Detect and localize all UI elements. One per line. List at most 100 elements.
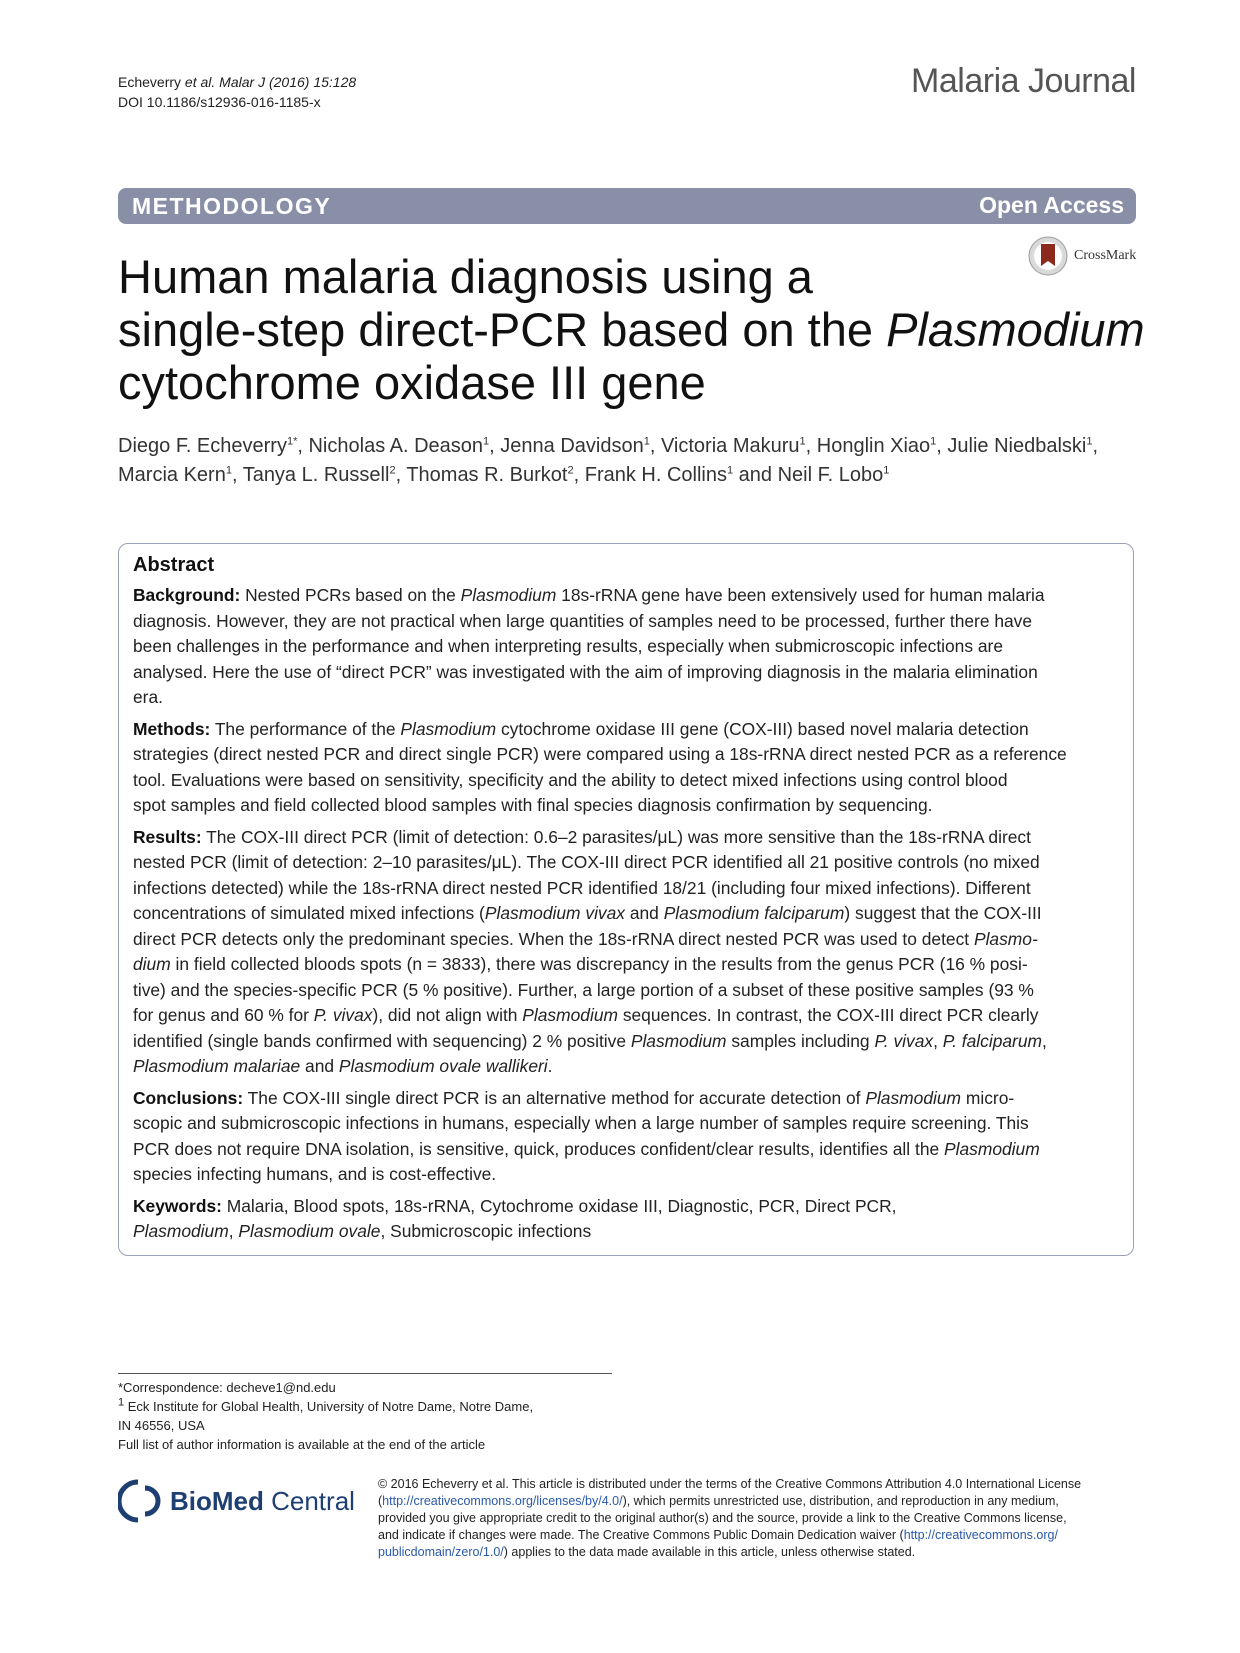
- abstract-text: direct PCR detects only the predominant …: [133, 928, 974, 949]
- abstract-text: Nested PCRs based on the: [240, 585, 461, 605]
- footnotes: *Correspondence: decheve1@nd.edu 1 Eck I…: [118, 1378, 533, 1454]
- license-line: and indicate if changes were made. The C…: [378, 1527, 1081, 1544]
- italic-term: Plasmodium falciparum: [663, 903, 845, 923]
- affiliation-note: 1 Eck Institute for Global Health, Unive…: [118, 1397, 533, 1416]
- publisher-name-bold: BioMed: [170, 1485, 264, 1516]
- italic-term: Plasmodium: [522, 1005, 618, 1025]
- abstract-results: Results: The COX-III direct PCR (limit o…: [133, 825, 1123, 1080]
- abstract-line: direct PCR detects only the predominant …: [133, 927, 1123, 953]
- abstract-text: ), did not align with: [372, 1005, 523, 1025]
- abstract-text: nested PCR (limit of detection: 2–10 par…: [133, 852, 1040, 872]
- italic-term: Plasmodium: [865, 1087, 962, 1108]
- crossmark-label: CrossMark: [1074, 248, 1137, 263]
- affiliation-mark: 1: [643, 435, 650, 448]
- abstract-text: The COX-III single direct PCR is an alte…: [243, 1087, 866, 1108]
- abstract-line: diagnosis. However, they are not practic…: [133, 609, 1123, 635]
- author-name[interactable]: , Tanya L. Russell: [231, 464, 390, 486]
- italic-term: Plasmodium: [944, 1138, 1040, 1159]
- affiliation-mark: 1: [118, 1396, 125, 1409]
- abstract-text: The COX-III direct PCR (limit of detecti…: [201, 826, 1031, 847]
- italic-term: dium: [133, 954, 171, 974]
- affiliation-mark: 2: [389, 464, 396, 477]
- author-name[interactable]: , Julie Niedbalski: [936, 435, 1087, 457]
- affiliation-mark: 1*: [286, 435, 298, 448]
- abstract-text: and: [625, 903, 664, 923]
- author-name[interactable]: , Honglin Xiao: [805, 435, 931, 457]
- abstract-text: analysed. Here the use of “direct PCR” w…: [133, 661, 1038, 682]
- abstract-text: spot samples and field collected blood s…: [133, 795, 933, 815]
- abstract-conclusions: Conclusions: The COX-III single direct P…: [133, 1086, 1123, 1188]
- author-name[interactable]: Marcia Kern: [118, 464, 226, 486]
- license-text: ), which permits unrestricted use, distr…: [622, 1494, 1059, 1508]
- abstract-methods: Methods: The performance of the Plasmodi…: [133, 717, 1123, 819]
- title-line: Human malaria diagnosis using a: [118, 250, 813, 303]
- abstract-text: 18s-rRNA gene have been extensively used…: [556, 585, 1045, 605]
- section-label: Methods:: [133, 718, 211, 739]
- article-title: Human malaria diagnosis using a single-s…: [118, 250, 1145, 409]
- italic-term: P. falciparum: [942, 1030, 1043, 1051]
- title-text: single-step direct-PCR based on the: [118, 303, 887, 356]
- section-label: Keywords:: [133, 1195, 222, 1216]
- article-type-label: METHODOLOGY: [132, 193, 332, 219]
- abstract-text: micro-: [961, 1087, 1015, 1108]
- abstract-line: scopic and submicroscopic infections in …: [133, 1111, 1123, 1137]
- waiver-link[interactable]: publicdomain/zero/1.0/: [378, 1545, 504, 1559]
- title-italic: Plasmodium: [886, 303, 1145, 356]
- abstract-text: infections detected) while the 18s-rRNA …: [133, 877, 1031, 898]
- license-line: © 2016 Echeverry et al. This article is …: [378, 1477, 1082, 1491]
- author-separator: ,: [1092, 435, 1099, 457]
- waiver-link[interactable]: http://creativecommons.org/: [903, 1528, 1058, 1542]
- abstract-text: ,: [1042, 1030, 1047, 1051]
- crossmark-icon: [1028, 236, 1068, 276]
- affiliation-mark: 1: [726, 464, 734, 477]
- abstract-line: Plasmodium, Plasmodium ovale, Submicrosc…: [133, 1219, 1123, 1245]
- affiliation-mark: 1: [799, 435, 806, 448]
- italic-term: Plasmodium ovale wallikeri: [338, 1056, 548, 1076]
- affiliation-mark: 1: [483, 435, 490, 448]
- license-text: and indicate if changes were made. The C…: [378, 1528, 904, 1542]
- license-line: (http://creativecommons.org/licenses/by/…: [378, 1493, 1081, 1510]
- license-statement: © 2016 Echeverry et al. This article is …: [378, 1476, 1081, 1561]
- abstract-line: Methods: The performance of the Plasmodi…: [133, 717, 1123, 743]
- affiliation-mark: 2: [567, 464, 574, 477]
- abstract-line: concentrations of simulated mixed infect…: [133, 901, 1123, 927]
- correspondence-note[interactable]: *Correspondence: decheve1@nd.edu: [118, 1380, 336, 1395]
- open-access-label[interactable]: Open Access: [979, 192, 1124, 218]
- abstract-text: PCR does not require DNA isolation, is s…: [133, 1138, 944, 1159]
- italic-term: P. vivax: [874, 1030, 934, 1051]
- author-name[interactable]: Diego F. Echeverry: [118, 435, 287, 457]
- author-name[interactable]: , Jenna Davidson: [489, 435, 644, 457]
- abstract-text: been challenges in the performance and w…: [133, 636, 1004, 656]
- author-name[interactable]: , Frank H. Collins: [573, 464, 727, 486]
- affiliation-mark: 1: [225, 464, 232, 477]
- citation-journal: Malar J: [219, 74, 266, 90]
- abstract-text: sequences. In contrast, the COX-III dire…: [617, 1005, 1039, 1025]
- author-name[interactable]: and Neil F. Lobo: [733, 464, 884, 486]
- license-link[interactable]: http://creativecommons.org/licenses/by/4…: [382, 1494, 623, 1508]
- journal-name: Malaria Journal: [911, 62, 1136, 100]
- author-name[interactable]: , Thomas R. Burkot: [395, 464, 568, 486]
- italic-term: Plasmodium ovale: [238, 1221, 381, 1241]
- abstract-line: Keywords: Malaria, Blood spots, 18s-rRNA…: [133, 1194, 1123, 1220]
- author-name[interactable]: , Victoria Makuru: [649, 435, 800, 457]
- license-line: publicdomain/zero/1.0/) applies to the d…: [378, 1544, 1081, 1561]
- section-label: Conclusions:: [133, 1087, 244, 1108]
- abstract-text: concentrations of simulated mixed infect…: [133, 903, 485, 923]
- crossmark-badge[interactable]: CrossMark: [1028, 236, 1136, 276]
- italic-term: Plasmodium: [460, 585, 557, 605]
- article-type-bar: METHODOLOGY Open Access: [118, 188, 1136, 224]
- italic-term: Plasmodium malariae: [133, 1056, 301, 1076]
- author-name[interactable]: , Nicholas A. Deason: [297, 435, 484, 457]
- citation-etal: et al.: [184, 74, 216, 90]
- affiliation-mark: 1: [930, 435, 937, 448]
- abstract-text: for genus and 60 % for: [133, 1005, 314, 1025]
- section-label: Results:: [133, 826, 202, 847]
- doi[interactable]: DOI 10.1186/s12936-016-1185-x: [118, 94, 321, 110]
- publisher-logo[interactable]: BioMed Central: [118, 1478, 355, 1524]
- affiliation-mark: 1: [883, 464, 890, 477]
- italic-term: Plasmodium: [133, 1221, 229, 1241]
- abstract-text: ,: [228, 1221, 239, 1241]
- citation-volume: (2016) 15:128: [268, 74, 357, 90]
- abstract-keywords: Keywords: Malaria, Blood spots, 18s-rRNA…: [133, 1194, 1123, 1245]
- italic-term: Plasmo-: [973, 928, 1038, 949]
